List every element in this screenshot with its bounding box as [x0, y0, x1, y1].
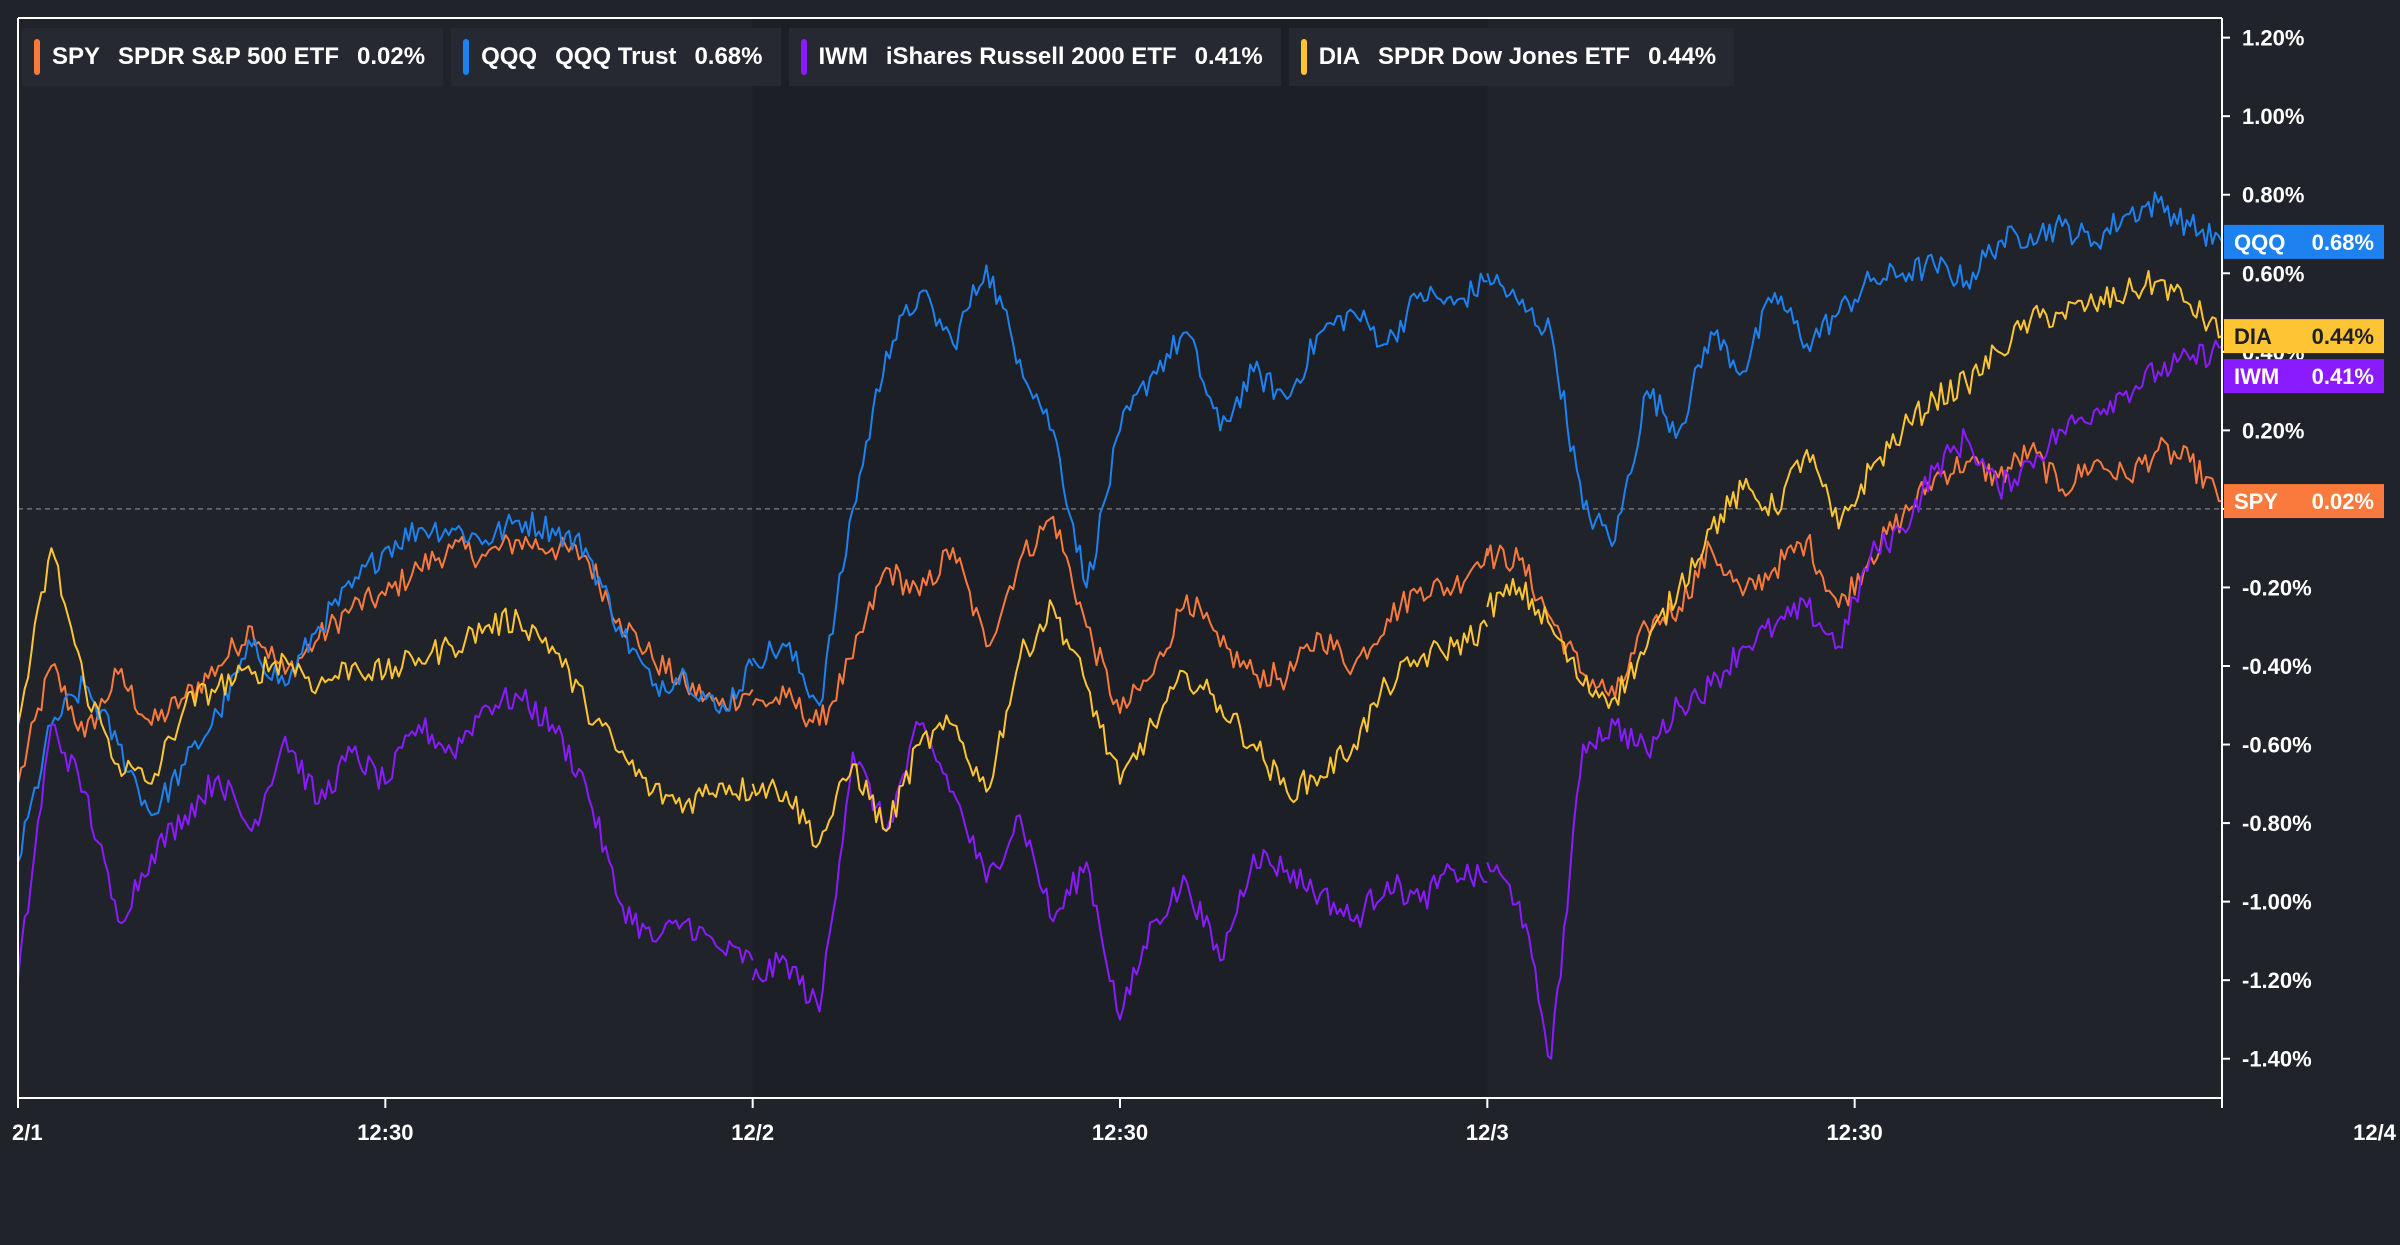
session-band-2	[752, 18, 1488, 1098]
legend-swatch-qqq	[463, 39, 470, 75]
y-tick-label: -0.80%	[2242, 811, 2312, 836]
x-tick-label: 12:30	[1092, 1120, 1148, 1145]
end-label-ticker-qqq: QQQ	[2234, 230, 2285, 255]
series-line-dia-session-2	[751, 599, 1489, 849]
y-tick-label: -0.20%	[2242, 575, 2312, 600]
legend-item-spy[interactable]: SPY SPDR S&P 500 ETF 0.02%	[22, 28, 444, 86]
legend-name-iwm: iShares Russell 2000 ETF	[885, 43, 1177, 70]
series-line-dia-session-3	[1486, 270, 2223, 709]
y-tick-label: 1.00%	[2242, 104, 2304, 129]
legend-value-qqq: 0.68%	[694, 43, 763, 70]
legend-swatch-iwm	[800, 39, 807, 75]
end-label-value-iwm: 0.41%	[2312, 364, 2374, 389]
end-label-ticker-iwm: IWM	[2234, 364, 2279, 389]
legend-item-qqq[interactable]: QQQ QQQ Trust 0.68%	[451, 28, 781, 86]
end-label-value-qqq: 0.68%	[2312, 230, 2374, 255]
y-tick-label: -0.60%	[2242, 733, 2312, 758]
y-tick-label: -0.40%	[2242, 654, 2312, 679]
y-tick-label: 0.20%	[2242, 418, 2304, 443]
legend-value-spy: 0.02%	[357, 43, 426, 70]
end-label-bg-dia	[2224, 319, 2384, 354]
end-label-bg-iwm	[2224, 359, 2384, 394]
legend-item-iwm[interactable]: IWM iShares Russell 2000 ETF 0.41%	[788, 28, 1281, 86]
series-line-spy-session-2	[751, 515, 1489, 728]
series-line-qqq-session-2	[751, 264, 1488, 707]
series-line-qqq-session-1	[17, 511, 754, 863]
legend-name-qqq: QQQ Trust	[555, 43, 677, 70]
x-tick-label: 12/3	[1466, 1120, 1509, 1145]
y-tick-label: 1.20%	[2242, 26, 2304, 51]
legend-swatch-dia	[1300, 39, 1307, 75]
end-label-ticker-spy: SPY	[2234, 489, 2278, 514]
end-label-bg-qqq	[2224, 224, 2384, 259]
legend-swatch-spy	[34, 39, 40, 75]
session-bands	[18, 18, 2222, 1098]
legend-ticker-spy: SPY	[52, 43, 101, 70]
end-value-labels: QQQ 0.68% DIA 0.44% IWM 0.41% SPY 0.02%	[2224, 224, 2384, 519]
x-tick-label: 12/2	[731, 1120, 774, 1145]
end-label-value-spy: 0.02%	[2312, 489, 2374, 514]
session-band-1	[18, 18, 753, 1098]
y-tick-label: -1.20%	[2242, 968, 2312, 993]
y-tick-label: 0.60%	[2242, 261, 2304, 286]
legend-item-dia[interactable]: DIA SPDR Dow Jones ETF 0.44%	[1288, 28, 1735, 86]
series-line-spy-session-1	[17, 534, 754, 785]
y-tick-label: 0.80%	[2242, 183, 2304, 208]
y-tick-label: -1.40%	[2242, 1047, 2312, 1072]
series-line-dia-session-1	[17, 547, 754, 814]
legend-value-iwm: 0.41%	[1194, 43, 1263, 70]
legend: SPY SPDR S&P 500 ETF 0.02% QQQ QQQ Trust…	[22, 28, 1735, 86]
legend-ticker-iwm: IWM	[818, 43, 868, 70]
legend-value-dia: 0.44%	[1648, 43, 1717, 70]
x-tick-label: 2/1	[12, 1120, 43, 1145]
x-axis-ticks: 2/1 12:30 12/2 12:30 12/3 12:30 12/4	[12, 1098, 2397, 1145]
series-line-iwm-session-3	[1486, 339, 2223, 1060]
legend-name-spy: SPDR S&P 500 ETF	[118, 43, 339, 70]
series-line-qqq-session-3	[1486, 191, 2223, 547]
end-label-bg-spy	[2224, 484, 2384, 519]
end-label-value-dia: 0.44%	[2312, 324, 2374, 349]
y-tick-label: -1.00%	[2242, 890, 2312, 915]
session-band-3	[1487, 18, 2222, 1098]
legend-name-dia: SPDR Dow Jones ETF	[1378, 43, 1631, 70]
legend-ticker-dia: DIA	[1318, 43, 1361, 70]
x-tick-label: 12:30	[1827, 1120, 1883, 1145]
series-line-iwm-session-1	[17, 686, 754, 981]
end-label-ticker-dia: DIA	[2234, 324, 2272, 349]
x-tick-label: 12/4	[2353, 1120, 2397, 1145]
series-group	[17, 191, 2223, 1060]
y-axis-ticks: 1.20%1.00%0.80%0.60%0.40%0.20%-0.20%-0.4…	[2222, 26, 2312, 1072]
x-tick-label: 12:30	[357, 1120, 413, 1145]
legend-ticker-qqq: QQQ	[481, 43, 538, 70]
series-line-spy-session-3	[1486, 436, 2222, 699]
